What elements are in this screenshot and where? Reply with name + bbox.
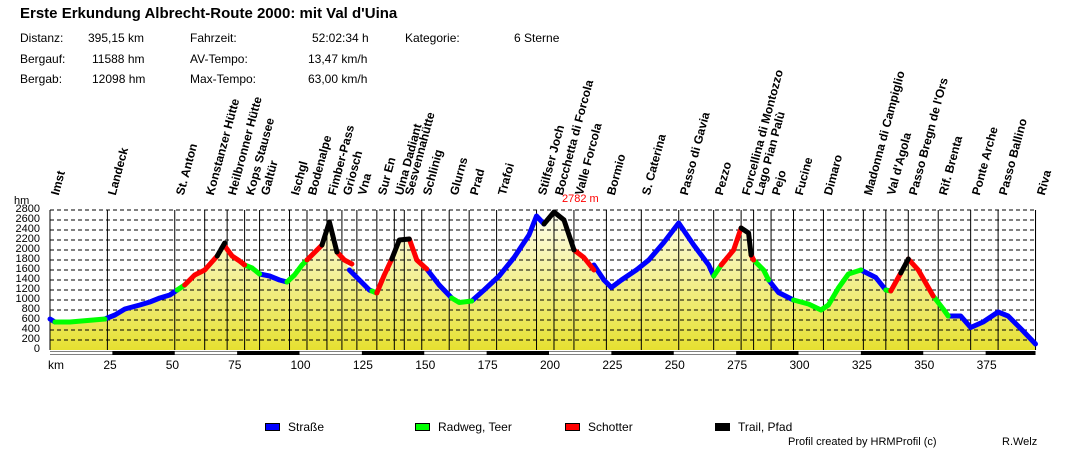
y-tick-label: 600 bbox=[21, 313, 40, 325]
x-tick-label: 25 bbox=[103, 358, 117, 372]
bergauf-value: 11588 hm bbox=[92, 52, 145, 66]
legend-swatch-icon bbox=[415, 423, 430, 431]
y-tick-label: 0 bbox=[33, 343, 40, 355]
y-tick-label: 2200 bbox=[15, 233, 40, 245]
x-tick-label: 200 bbox=[540, 358, 561, 372]
x-tick-label: 325 bbox=[851, 358, 872, 372]
legend-radweg: Radweg, Teer bbox=[415, 420, 512, 434]
x-tick-label: 375 bbox=[976, 358, 997, 372]
x-tick-label: 250 bbox=[664, 358, 685, 372]
x-axis-bar bbox=[50, 351, 1036, 355]
x-tick-label: 75 bbox=[228, 358, 242, 372]
distanz-label: Distanz: bbox=[20, 31, 64, 45]
x-tick-label: 100 bbox=[290, 358, 311, 372]
legend-swatch-icon bbox=[265, 423, 280, 431]
kategorie-value: 6 Sterne bbox=[514, 31, 560, 45]
maxtempo-label: Max-Tempo: bbox=[190, 72, 257, 86]
y-tick-label: 200 bbox=[21, 333, 40, 345]
x-tick-label: 150 bbox=[415, 358, 436, 372]
y-axis-unit: hm bbox=[14, 195, 30, 207]
x-tick-label: 275 bbox=[727, 358, 748, 372]
avtempo-value: 13,47 km/h bbox=[308, 52, 368, 66]
x-tick-label: 125 bbox=[352, 358, 373, 372]
bergab-value: 12098 hm bbox=[92, 72, 146, 86]
x-tick-label: 350 bbox=[914, 358, 935, 372]
y-tick-label: 1600 bbox=[15, 263, 40, 275]
grid-lines bbox=[49, 209, 1037, 350]
legend-schotter: Schotter bbox=[565, 420, 633, 434]
legend-label: Radweg, Teer bbox=[438, 420, 512, 434]
y-tick-label: 1400 bbox=[15, 273, 40, 285]
elevation-area bbox=[50, 212, 1036, 350]
kategorie-label: Kategorie: bbox=[405, 31, 460, 45]
y-tick-label: 2600 bbox=[15, 213, 40, 225]
x-tick-label: 175 bbox=[477, 358, 498, 372]
fahrzeit-value: 52:02:34 h bbox=[312, 31, 369, 45]
x-tick-label: 300 bbox=[789, 358, 810, 372]
y-tick-label: 2400 bbox=[15, 223, 40, 235]
legend-label: Straße bbox=[288, 420, 325, 434]
x-tick-label: 225 bbox=[602, 358, 623, 372]
legend-strasse: Straße bbox=[265, 420, 324, 434]
chart-title: Erste Erkundung Albrecht-Route 2000: mit… bbox=[20, 5, 398, 22]
credit-text: Profil created by HRMProfil (c) bbox=[788, 436, 937, 448]
legend-swatch-icon bbox=[565, 423, 580, 431]
y-tick-label: 1200 bbox=[15, 283, 40, 295]
legend-label: Schotter bbox=[588, 420, 633, 434]
bergab-label: Bergab: bbox=[20, 72, 63, 86]
fahrzeit-label: Fahrzeit: bbox=[190, 31, 237, 45]
max-elevation-label: 2782 m bbox=[562, 193, 599, 205]
x-tick-label: 50 bbox=[165, 358, 180, 372]
bergauf-label: Bergauf: bbox=[20, 52, 66, 66]
legend-trail: Trail, Pfad bbox=[715, 420, 792, 434]
y-tick-label: 1800 bbox=[15, 253, 40, 265]
distanz-value: 395,15 km bbox=[88, 31, 145, 45]
x-axis-unit: km bbox=[48, 358, 64, 372]
legend-swatch-icon bbox=[715, 423, 730, 431]
elevation-line-series bbox=[47, 209, 1038, 347]
y-tick-label: 2800 bbox=[15, 203, 40, 215]
legend-label: Trail, Pfad bbox=[738, 420, 793, 434]
y-tick-label: 800 bbox=[21, 303, 40, 315]
y-tick-label: 400 bbox=[21, 323, 40, 335]
y-tick-label: 2000 bbox=[15, 243, 40, 255]
avtempo-label: AV-Tempo: bbox=[190, 52, 248, 66]
waypoint-lines bbox=[106, 210, 1037, 350]
y-tick-label: 1000 bbox=[15, 293, 40, 305]
author-text: R.Welz bbox=[1002, 436, 1038, 448]
maxtempo-value: 63,00 km/h bbox=[308, 72, 368, 86]
